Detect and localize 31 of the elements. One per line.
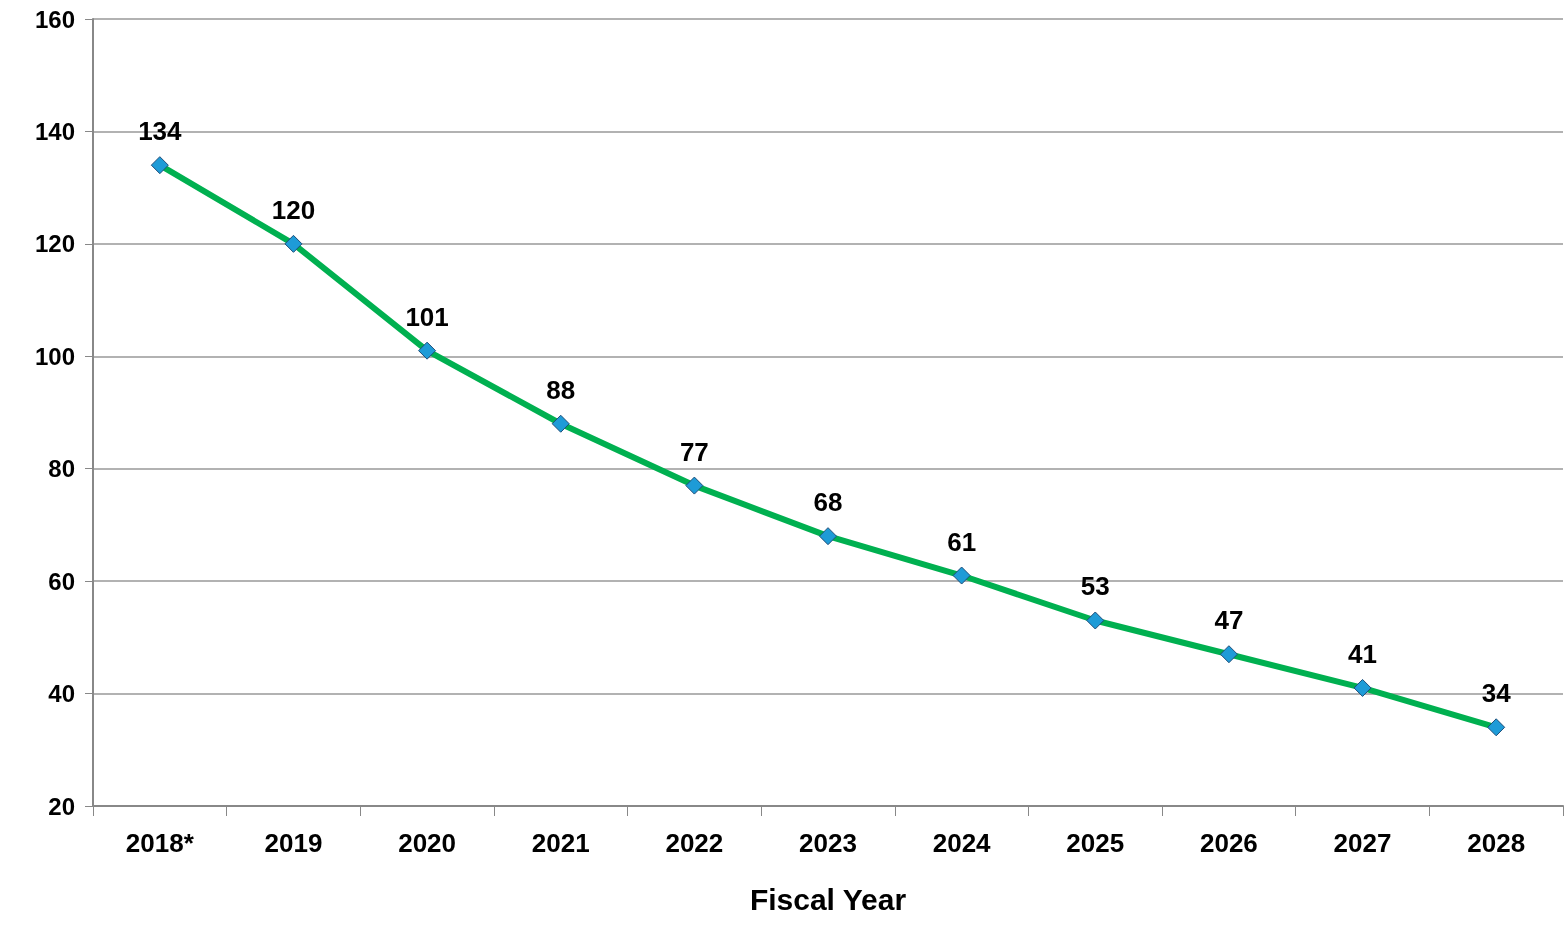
data-label: 134 <box>138 116 183 147</box>
x-tick-label: 2022 <box>665 828 724 858</box>
data-label: 68 <box>813 487 843 518</box>
y-tick-label: 100 <box>34 342 75 370</box>
y-tick-label: 40 <box>48 680 75 708</box>
x-tick-label: 2023 <box>799 828 857 858</box>
x-tick-label: 2024 <box>932 828 992 858</box>
x-tick-label: 2025 <box>1066 828 1125 858</box>
x-tick-label: 2020 <box>398 828 457 858</box>
x-tick-label: 2028 <box>1467 828 1526 858</box>
y-tick-label: 120 <box>34 230 75 258</box>
y-tick-label: 20 <box>48 792 75 820</box>
x-tick-label: 2018* <box>125 828 195 858</box>
x-tick-label: 2027 <box>1333 828 1392 858</box>
y-tick-label: 160 <box>34 5 75 33</box>
y-tick-label: 80 <box>48 455 75 483</box>
data-label: 47 <box>1214 605 1244 636</box>
data-label: 88 <box>546 374 576 405</box>
y-tick-label: 60 <box>48 567 75 595</box>
data-label: 120 <box>271 194 316 225</box>
y-tick-label: 140 <box>34 117 75 145</box>
data-label: 61 <box>947 526 977 557</box>
x-tick-label: 2026 <box>1199 828 1258 858</box>
data-label: 41 <box>1348 638 1378 669</box>
x-tick-label: 2019 <box>264 828 323 858</box>
data-label: 77 <box>679 436 709 467</box>
data-label: 53 <box>1080 571 1110 602</box>
x-tick-label: 2021 <box>531 828 590 858</box>
x-axis-title: Fiscal Year <box>749 882 907 916</box>
data-label: 34 <box>1481 678 1512 709</box>
data-label: 101 <box>405 301 449 332</box>
